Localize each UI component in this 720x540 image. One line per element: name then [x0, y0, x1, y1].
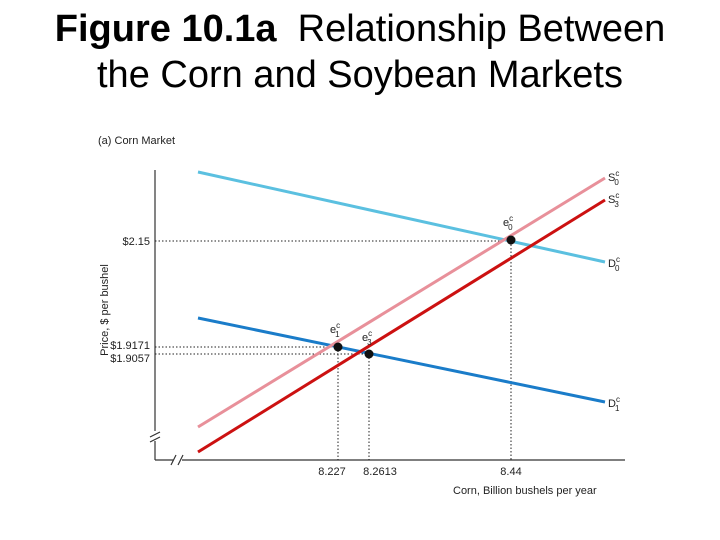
label-sub: 3: [614, 200, 619, 209]
label-base: S: [608, 194, 615, 206]
label-sup: c: [616, 395, 620, 404]
label-sup: c: [615, 169, 619, 178]
demand-curve: [197, 316, 606, 404]
label-sub: 3: [367, 338, 372, 347]
quantity-label: 8.227: [318, 466, 346, 478]
curve-label: Dc 0: [608, 255, 620, 273]
curve-label: Dc 1: [608, 395, 620, 413]
label-sub: 0: [614, 178, 619, 187]
quantity-label: 8.44: [500, 466, 521, 478]
price-label: $1.9171: [110, 340, 150, 352]
label-base: e: [503, 217, 509, 229]
label-base: D: [608, 398, 616, 410]
label-sub: 1: [335, 330, 340, 339]
x-axis-label: Corn, Billion bushels per year: [453, 485, 597, 497]
label-sup: c: [336, 321, 340, 330]
demand-curve: [197, 170, 606, 264]
point-label: ec 0: [503, 214, 513, 232]
label-sub: 0: [508, 223, 513, 232]
label-sup: c: [368, 329, 372, 338]
label-base: D: [608, 258, 616, 270]
supply-curve: [197, 176, 606, 429]
figure-background: [90, 132, 650, 540]
title-text: Relationship Between the Corn and Soybea…: [97, 8, 666, 96]
quantity-label: 8.2613: [363, 466, 397, 478]
point-label: ec 1: [330, 321, 340, 339]
label-sup: c: [616, 255, 620, 264]
title-bold: Figure 10.1a: [54, 8, 277, 50]
label-sup: c: [615, 191, 619, 200]
slide-title: Figure 10.1a Relationship Between the Co…: [40, 6, 680, 98]
label-base: e: [362, 332, 368, 344]
price-label: $1.9057: [110, 353, 150, 365]
equilibrium-point: [506, 235, 516, 245]
label-base: S: [608, 172, 615, 184]
axes: [149, 170, 625, 466]
label-base: e: [330, 324, 336, 336]
label-sub: 0: [615, 264, 620, 273]
equilibrium-point: [333, 342, 343, 352]
curve-label: Sc 3: [608, 191, 619, 209]
label-sub: 1: [615, 404, 620, 413]
label-sup: c: [509, 214, 513, 223]
equilibrium-point: [364, 349, 374, 359]
panel-label: (a) Corn Market: [98, 135, 175, 147]
curve-label: Sc 0: [608, 169, 619, 187]
supply-curve: [197, 198, 606, 454]
point-label: ec 3: [362, 329, 372, 347]
price-label: $2.15: [122, 236, 150, 248]
y-axis-label: Price, $ per bushel: [99, 264, 111, 356]
